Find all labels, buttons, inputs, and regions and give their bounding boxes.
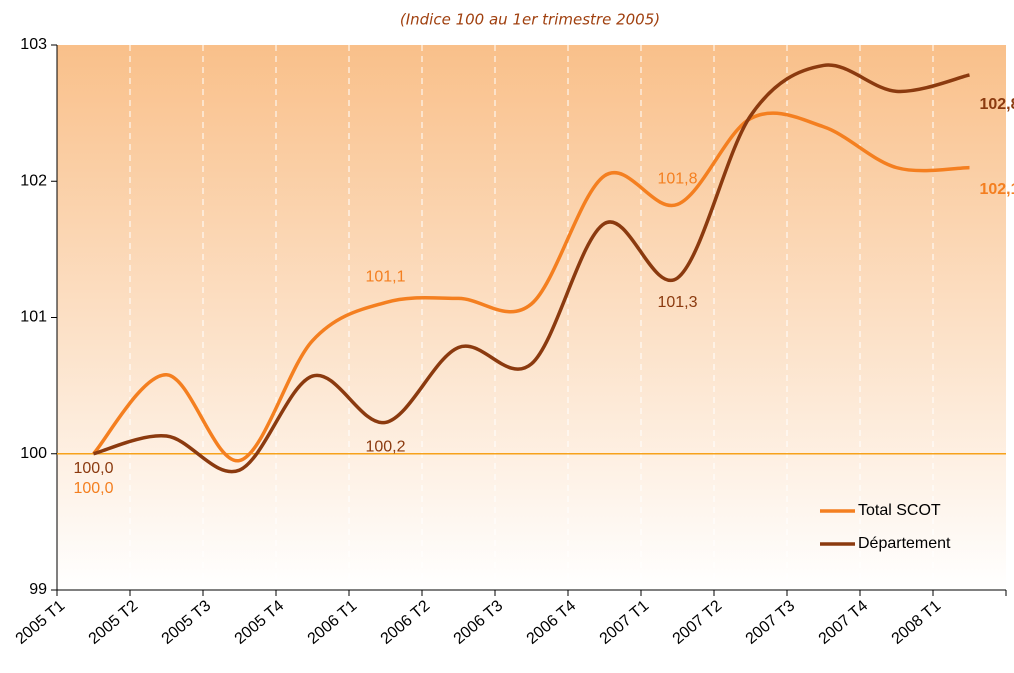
x-tick-label: 2006 T1: [305, 597, 361, 648]
x-tick-label: 2005 T4: [232, 597, 288, 648]
data-label: 102,1: [979, 181, 1014, 198]
y-tick-label: 102: [20, 172, 47, 189]
data-label: 101,1: [365, 269, 405, 286]
x-tick-label: 2007 T4: [816, 597, 872, 648]
x-tick-label: 2007 T1: [597, 597, 653, 648]
x-tick-label: 2008 T1: [889, 597, 945, 648]
x-tick-label: 2005 T1: [13, 597, 69, 648]
x-tick-label: 2005 T3: [159, 597, 215, 648]
plot-area: [57, 45, 1006, 590]
x-tick-label: 2006 T2: [378, 597, 434, 648]
legend-label: Département: [858, 535, 951, 552]
data-label: 102,8: [979, 96, 1014, 113]
legend-label: Total SCOT: [858, 502, 941, 519]
y-tick-label: 101: [20, 309, 47, 326]
data-label: 100,0: [73, 460, 113, 477]
y-tick-label: 103: [20, 36, 47, 53]
x-tick-label: 2005 T2: [86, 597, 142, 648]
x-tick-label: 2007 T3: [743, 597, 799, 648]
x-tick-label: 2006 T4: [524, 597, 580, 648]
series-line: [93, 63, 970, 474]
x-tick-label: 2006 T3: [451, 597, 507, 648]
y-tick-label: 99: [29, 581, 47, 598]
series-line: [92, 111, 970, 463]
data-label: 100,0: [73, 480, 113, 497]
data-label: 100,2: [365, 439, 405, 456]
chart-subtitle: (Indice 100 au 1er trimestre 2005): [400, 11, 660, 29]
data-label: 101,3: [657, 294, 697, 311]
data-label: 101,8: [657, 171, 697, 188]
x-tick-label: 2007 T2: [670, 597, 726, 648]
y-tick-label: 100: [20, 445, 47, 462]
